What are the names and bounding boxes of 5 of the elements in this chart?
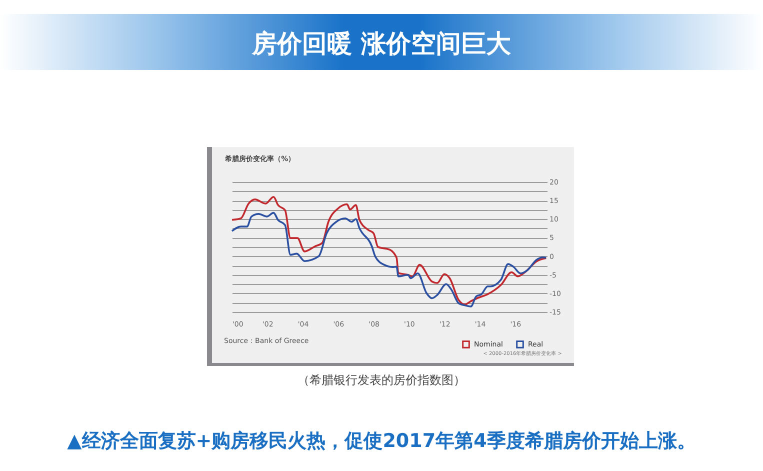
line-series bbox=[231, 196, 548, 306]
line-series bbox=[231, 212, 548, 308]
chart-title: 房价回暖 涨价空间巨大 bbox=[250, 28, 512, 60]
text: （希腊银行发表的房价指数图） bbox=[296, 372, 466, 389]
text: ▲经济全面复苏+购房移民火热，促使2017年第4季度希腊房价开始上涨。 bbox=[66, 429, 697, 454]
